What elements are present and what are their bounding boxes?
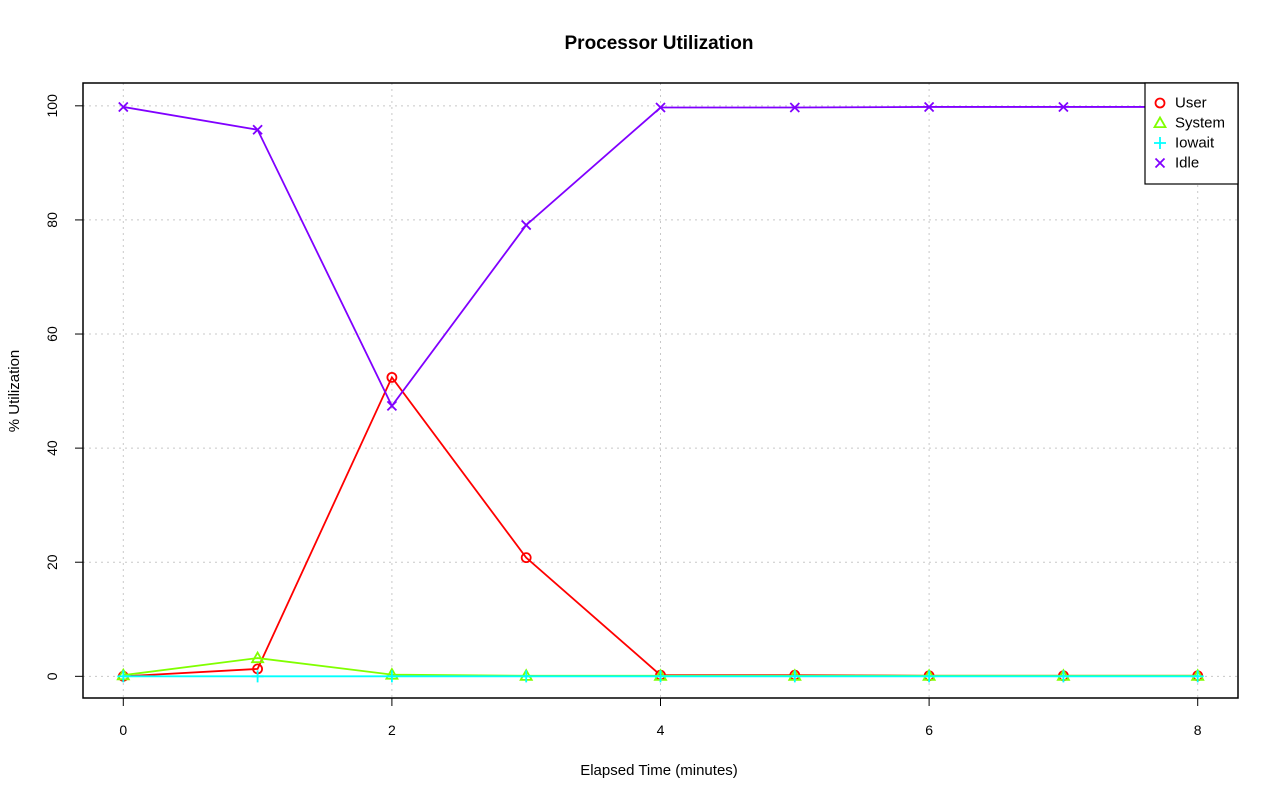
series-line-user (123, 375, 1198, 678)
data-point-iowait (923, 670, 936, 683)
legend-marker-iowait (1154, 137, 1166, 149)
x-tick-label: 6 (925, 722, 933, 738)
data-point-user (520, 552, 532, 564)
legend-marker-system (1152, 115, 1168, 129)
data-point-iowait (520, 670, 533, 683)
series-line-idle (123, 106, 1198, 408)
data-point-iowait (788, 670, 801, 683)
grid-layer (83, 83, 1238, 698)
data-point-idle (923, 101, 935, 113)
y-tick-label: 40 (44, 440, 60, 456)
legend-item-user: User (1154, 95, 1207, 112)
plot-frame (82, 82, 1239, 699)
data-point-system (250, 650, 265, 664)
data-point-idle (789, 102, 800, 113)
legend-item-idle: Idle (1154, 155, 1199, 172)
series-iowait (117, 670, 1204, 683)
legend-label-system: System (1175, 115, 1225, 132)
y-tick-label: 60 (44, 326, 60, 342)
data-point-idle (252, 124, 263, 135)
data-point-idle (655, 102, 666, 113)
series-layer (116, 101, 1205, 683)
legend-box (1144, 82, 1239, 185)
data-point-iowait (385, 670, 398, 683)
x-tick-label: 0 (119, 722, 127, 738)
chart-title: Processor Utilization (565, 33, 754, 54)
legend-marker-idle (1154, 157, 1166, 169)
legend-marker-user (1154, 97, 1166, 109)
legend-label-idle: Idle (1175, 155, 1199, 172)
data-point-idle (1058, 101, 1069, 113)
data-point-iowait (654, 670, 667, 683)
data-point-iowait (251, 670, 264, 683)
y-tick-label: 0 (44, 672, 60, 680)
data-point-idle (118, 101, 129, 113)
data-point-iowait (117, 670, 130, 683)
x-tick-label: 2 (388, 722, 396, 738)
y-tick-label: 20 (44, 554, 60, 570)
data-point-iowait (1057, 670, 1070, 683)
data-point-idle (386, 400, 398, 412)
y-axis-label: % Utilization (6, 350, 23, 433)
legend-label-user: User (1175, 95, 1207, 112)
legend-item-system: System (1152, 115, 1225, 132)
data-point-user (386, 371, 398, 383)
data-point-idle (521, 219, 532, 231)
x-tick-label: 8 (1194, 722, 1202, 738)
legend-label-iowait: Iowait (1175, 135, 1215, 152)
x-axis-label: Elapsed Time (minutes) (580, 762, 738, 779)
legend: User System Iowait Idle (1144, 82, 1239, 185)
x-tick-label: 4 (657, 722, 665, 738)
data-point-iowait (1191, 670, 1204, 683)
series-idle (118, 101, 1203, 412)
y-tick-label: 80 (44, 212, 60, 228)
legend-item-iowait: Iowait (1154, 135, 1215, 152)
y-tick-label: 100 (44, 94, 60, 118)
